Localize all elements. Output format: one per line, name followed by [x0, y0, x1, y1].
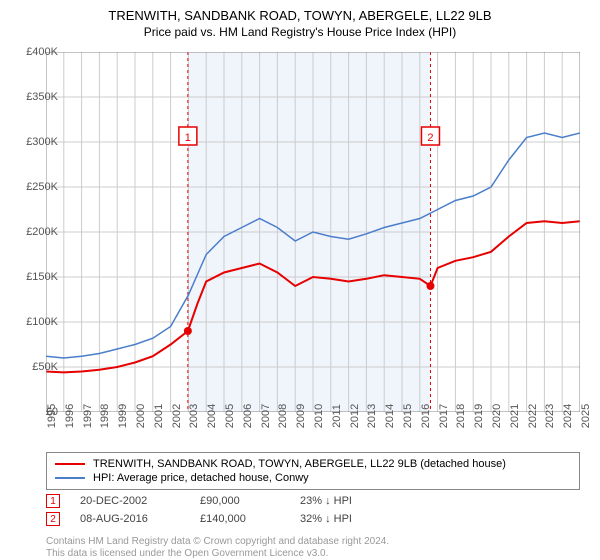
x-axis-label: 1998: [99, 404, 111, 428]
marker-label-text: 2: [427, 132, 433, 144]
x-axis-label: 2012: [349, 404, 361, 428]
x-axis-label: 2024: [562, 404, 574, 428]
y-axis-label: £200K: [12, 226, 58, 238]
x-axis-label: 2017: [438, 404, 450, 428]
x-axis-label: 2010: [313, 404, 325, 428]
legend-row: TRENWITH, SANDBANK ROAD, TOWYN, ABERGELE…: [55, 457, 571, 471]
x-axis-label: 2009: [295, 404, 307, 428]
marker-date: 20-DEC-2002: [80, 495, 200, 507]
x-axis-label: 2008: [277, 404, 289, 428]
x-axis-label: 1995: [46, 404, 58, 428]
x-axis-label: 2001: [153, 404, 165, 428]
copyright-line-2: This data is licensed under the Open Gov…: [46, 548, 328, 559]
x-axis-label: 1997: [82, 404, 94, 428]
legend-label: TRENWITH, SANDBANK ROAD, TOWYN, ABERGELE…: [93, 458, 506, 470]
marker-info-box: 2: [46, 512, 60, 526]
marker-info-row: 1 20-DEC-2002£90,00023% ↓ HPI: [46, 494, 400, 508]
x-axis-label: 2013: [366, 404, 378, 428]
y-axis-label: £150K: [12, 271, 58, 283]
x-axis-label: 2007: [260, 404, 272, 428]
marker-pct: 23% ↓ HPI: [300, 495, 400, 507]
x-axis-label: 2016: [420, 404, 432, 428]
chart-svg: 12: [46, 52, 580, 412]
x-axis-label: 2019: [473, 404, 485, 428]
legend-swatch: [55, 477, 85, 479]
y-axis-label: £400K: [12, 46, 58, 58]
chart-subtitle: Price paid vs. HM Land Registry's House …: [0, 23, 600, 39]
x-axis-label: 2014: [384, 404, 396, 428]
x-axis-label: 2003: [188, 404, 200, 428]
y-axis-label: £250K: [12, 181, 58, 193]
legend-label: HPI: Average price, detached house, Conw…: [93, 472, 309, 484]
legend-swatch: [55, 463, 85, 465]
marker-dot: [184, 327, 192, 335]
x-axis-label: 2025: [580, 404, 592, 428]
marker-info-box: 1: [46, 494, 60, 508]
copyright-line-1: Contains HM Land Registry data © Crown c…: [46, 536, 389, 547]
x-axis-label: 2002: [171, 404, 183, 428]
marker-label-text: 1: [185, 132, 191, 144]
marker-price: £90,000: [200, 495, 300, 507]
chart-title: TRENWITH, SANDBANK ROAD, TOWYN, ABERGELE…: [0, 0, 600, 23]
y-axis-label: £350K: [12, 91, 58, 103]
legend-row: HPI: Average price, detached house, Conw…: [55, 471, 571, 485]
x-axis-label: 2011: [331, 404, 343, 428]
x-axis-label: 2000: [135, 404, 147, 428]
x-axis-label: 2018: [455, 404, 467, 428]
x-axis-label: 2023: [544, 404, 556, 428]
y-axis-label: £50K: [12, 361, 58, 373]
marker-pct: 32% ↓ HPI: [300, 513, 400, 525]
x-axis-label: 2006: [242, 404, 254, 428]
x-axis-label: 2005: [224, 404, 236, 428]
x-axis-label: 2015: [402, 404, 414, 428]
marker-date: 08-AUG-2016: [80, 513, 200, 525]
x-axis-label: 2021: [509, 404, 521, 428]
x-axis-label: 2020: [491, 404, 503, 428]
y-axis-label: £300K: [12, 136, 58, 148]
y-axis-label: £100K: [12, 316, 58, 328]
marker-info-row: 2 08-AUG-2016£140,00032% ↓ HPI: [46, 512, 400, 526]
chart-area: 12: [46, 52, 580, 412]
x-axis-label: 1999: [117, 404, 129, 428]
marker-dot: [426, 282, 434, 290]
x-axis-label: 2004: [206, 404, 218, 428]
x-axis-label: 1996: [64, 404, 76, 428]
x-axis-label: 2022: [527, 404, 539, 428]
marker-price: £140,000: [200, 513, 300, 525]
chart-container: TRENWITH, SANDBANK ROAD, TOWYN, ABERGELE…: [0, 0, 600, 560]
legend-box: TRENWITH, SANDBANK ROAD, TOWYN, ABERGELE…: [46, 452, 580, 490]
